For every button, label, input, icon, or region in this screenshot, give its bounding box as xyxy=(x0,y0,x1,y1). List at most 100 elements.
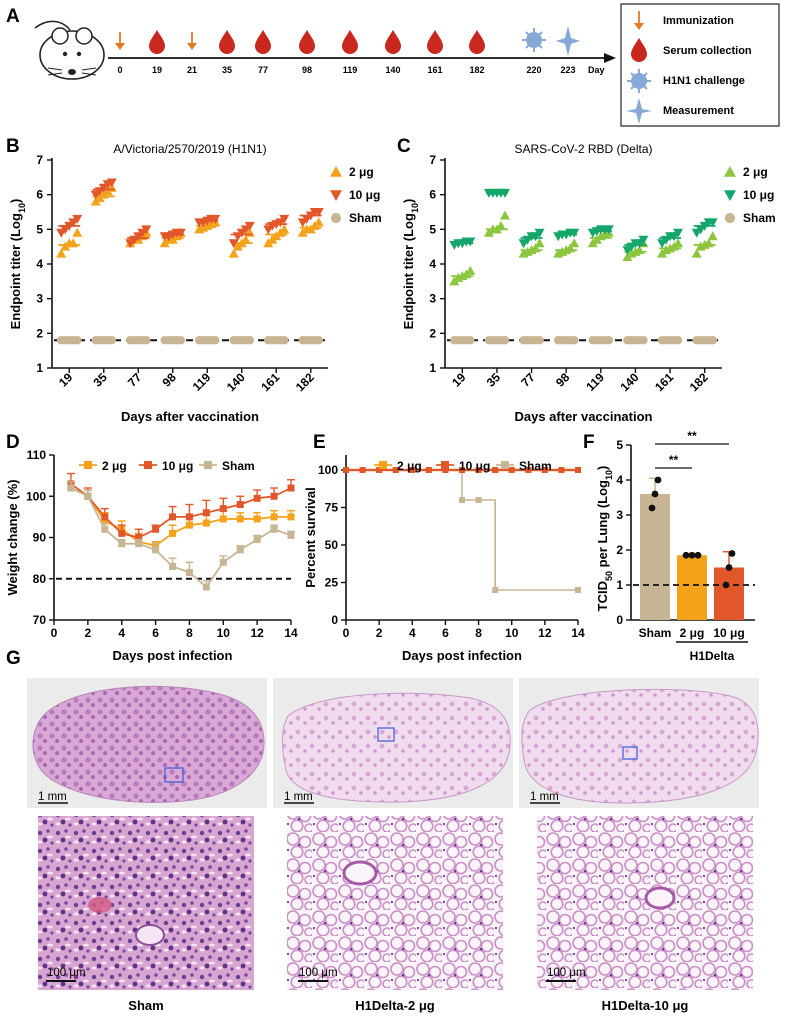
data-point-triangle-down xyxy=(638,235,649,245)
data-point-square xyxy=(508,467,515,473)
vessel-shape xyxy=(88,897,112,913)
data-point-square xyxy=(169,562,176,570)
data-point-triangle-up xyxy=(495,220,506,230)
y-tick-label: 75 xyxy=(325,501,339,515)
chart-title: SARS-CoV-2 RBD (Delta) xyxy=(514,142,652,156)
y-tick-label: 6 xyxy=(429,188,436,202)
blood-drop-icon xyxy=(342,30,358,54)
data-point-square xyxy=(101,513,109,521)
x-tick-label: 12 xyxy=(250,626,264,640)
timeline-tick-label: 220 xyxy=(526,65,541,75)
data-point-square xyxy=(185,513,193,521)
y-tick-label: 2 xyxy=(36,326,43,340)
data-point-dot xyxy=(688,551,696,559)
data-point-dot xyxy=(728,550,736,557)
y-axis-title: Weight change (%) xyxy=(5,479,20,595)
legend-marker-triangle-down xyxy=(724,190,736,201)
data-point-square xyxy=(152,546,160,554)
lung-overview-10ug xyxy=(521,688,759,804)
x-tick-label: 119 xyxy=(583,370,607,394)
y-axis-title: Endpoint titer (Log10) xyxy=(401,199,420,330)
data-point-square xyxy=(525,467,532,473)
bar xyxy=(640,494,670,620)
significance-label: ** xyxy=(687,429,697,443)
legend-marker-triangle-up xyxy=(724,166,736,177)
data-point-square xyxy=(343,467,349,473)
blood-drop-icon xyxy=(299,30,315,54)
data-point-square xyxy=(185,569,193,577)
zoom-region-box xyxy=(622,746,638,760)
y-axis-title-part: per Lung (Log xyxy=(595,480,610,571)
data-point-triangle-up xyxy=(707,231,718,241)
bar xyxy=(714,567,744,620)
detail-image-sham xyxy=(38,816,254,990)
scale-label: 100 μm xyxy=(547,967,586,979)
data-point-square xyxy=(287,531,295,539)
x-tick-label: 161 xyxy=(652,370,676,394)
data-point-square xyxy=(236,515,244,523)
data-point-square xyxy=(135,534,143,541)
data-point-square xyxy=(219,515,227,523)
data-point-triangle-up xyxy=(673,238,684,248)
legend-label: 2 μg xyxy=(102,459,127,473)
panel-letter: E xyxy=(313,432,326,453)
measurement-star-icon xyxy=(556,26,580,56)
data-point-square xyxy=(359,467,366,473)
x-axis-title: Days after vaccination xyxy=(121,409,259,424)
legend-h1n1-challenge: H1N1 challenge xyxy=(627,69,745,93)
x-tick-label: 6 xyxy=(442,626,449,640)
panel-g-histology: G 1 mm 1 mm 1 mm 100 μm Sham 100 μm H1De… xyxy=(6,648,759,1013)
legend-label: 10 μg xyxy=(349,188,380,202)
timeline-tick-label: 77 xyxy=(258,65,268,75)
chart-title: A/Victoria/2570/2019 (H1N1) xyxy=(113,142,266,156)
timeline-tick-label: 21 xyxy=(187,65,197,75)
data-point-square xyxy=(101,517,109,525)
y-tick-label: 3 xyxy=(616,508,623,522)
panel-b-chart: B A/Victoria/2570/2019 (H1N1) 1 2 3 4 5 6 7 19 35… xyxy=(6,136,382,424)
y-tick-label: 3 xyxy=(429,292,436,306)
y-tick-label: 5 xyxy=(616,438,623,452)
data-point-square xyxy=(459,467,465,473)
virus-spike-icon xyxy=(525,31,543,49)
legend-label: 2 μg xyxy=(349,165,374,179)
data-point-square xyxy=(236,501,244,508)
data-point-dot xyxy=(694,551,702,559)
y-tick-label: 100 xyxy=(26,489,46,503)
panel-letter: G xyxy=(6,648,21,669)
scale-bar xyxy=(546,980,576,982)
immunization-arrowhead-icon xyxy=(187,43,197,50)
data-point-square xyxy=(253,515,261,523)
data-point-square xyxy=(101,525,109,533)
x-tick-label: 4 xyxy=(118,626,125,640)
y-axis-title-part: ) xyxy=(595,466,610,470)
y-axis-title-subscript: 50 xyxy=(604,571,614,581)
x-tick-label: 140 xyxy=(617,370,641,394)
y-tick-label: 0 xyxy=(331,613,338,627)
data-point-triangle-up xyxy=(279,224,290,234)
data-point-square xyxy=(219,505,227,513)
timeline-tick-label: 182 xyxy=(469,65,484,75)
data-point-triangle-down xyxy=(106,178,117,188)
legend-marker-square xyxy=(84,461,92,469)
data-point-square xyxy=(376,467,383,473)
data-point-square xyxy=(287,484,295,492)
y-axis-title-subscript: 10 xyxy=(17,203,27,213)
x-tick-label: 10 μg xyxy=(713,626,744,640)
data-point-triangle-up xyxy=(499,210,510,220)
timeline-day-label: Day xyxy=(588,65,605,75)
legend-marker-circle xyxy=(330,212,342,224)
data-point-triangle-up xyxy=(228,248,239,258)
scale-label: 1 mm xyxy=(284,791,313,803)
data-point-square xyxy=(169,529,176,537)
legend-label: Sham xyxy=(349,211,382,225)
y-axis-title-part: ) xyxy=(8,199,23,203)
legend-label: Sham xyxy=(222,459,255,473)
y-axis-title: TCID50 per Lung (Log10) xyxy=(595,466,614,612)
data-point-triangle-up xyxy=(569,238,580,248)
data-point-triangle-down xyxy=(569,228,580,238)
bronchiole-shape xyxy=(644,886,676,910)
panel-c-chart: C SARS-CoV-2 RBD (Delta) 1 2 3 4 5 6 7 19 35 77 98 1… xyxy=(397,136,776,424)
data-point-triangle-down xyxy=(228,239,239,249)
